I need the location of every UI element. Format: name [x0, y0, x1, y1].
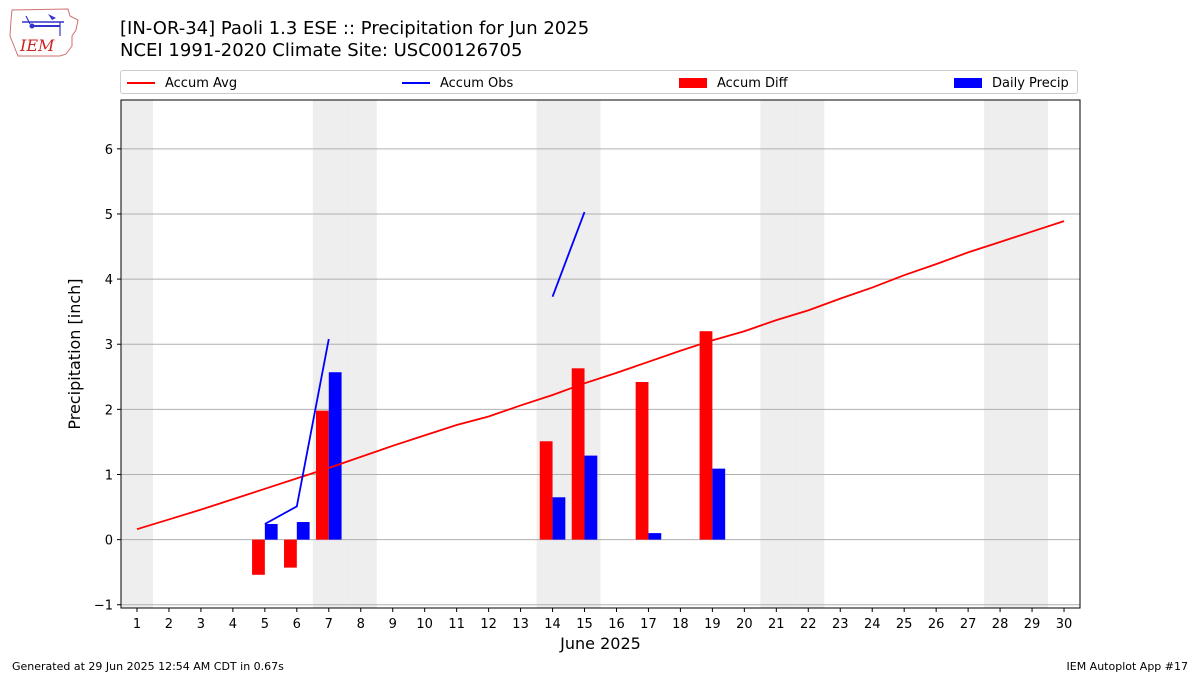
y-tick-label: 5 — [105, 208, 113, 223]
x-tick-label: 20 — [736, 617, 753, 632]
x-tick-label: 28 — [992, 617, 1009, 632]
logo-text: IEM — [19, 36, 55, 55]
y-tick-label: −1 — [94, 599, 113, 614]
x-tick-label: 30 — [1056, 617, 1073, 632]
x-tick-label: 6 — [293, 617, 301, 632]
x-tick-label: 14 — [544, 617, 561, 632]
bar-daily-precip — [552, 497, 566, 540]
bar-daily-precip — [584, 455, 598, 540]
chart-legend: Accum Avg Accum Obs Accum Diff Daily Pre… — [120, 70, 1078, 94]
x-tick-label: 16 — [608, 617, 625, 632]
bar-daily-precip — [648, 533, 662, 540]
x-tick-label: 12 — [480, 617, 497, 632]
line-accum-obs — [551, 211, 586, 298]
bar-daily-precip — [712, 468, 726, 540]
bar-daily-precip — [328, 372, 342, 540]
x-tick-label: 25 — [896, 617, 913, 632]
x-tick-label: 10 — [416, 617, 433, 632]
x-tick-label: 2 — [165, 617, 173, 632]
line-accum-avg — [136, 220, 1065, 531]
x-tick-label: 24 — [864, 617, 881, 632]
x-tick-label: 7 — [325, 617, 333, 632]
weekend-band — [344, 100, 377, 608]
bar-accum-diff — [635, 382, 649, 540]
bar-accum-diff — [284, 539, 297, 568]
x-tick-label: 21 — [768, 617, 785, 632]
x-tick-label: 4 — [229, 617, 237, 632]
x-tick-label: 19 — [704, 617, 721, 632]
legend-item-accum-obs: Accum Obs — [402, 74, 513, 92]
x-axis-label: June 2025 — [559, 634, 641, 653]
bar-daily-precip — [264, 523, 278, 540]
legend-label: Accum Diff — [717, 75, 788, 91]
legend-swatch — [679, 78, 707, 88]
footer-app: IEM Autoplot App #17 — [1066, 660, 1189, 673]
chart-title: [IN-OR-34] Paoli 1.3 ESE :: Precipitatio… — [120, 18, 590, 39]
y-tick-label: 2 — [105, 403, 113, 418]
x-tick-label: 17 — [640, 617, 657, 632]
x-tick-label: 9 — [389, 617, 397, 632]
legend-label: Accum Avg — [165, 75, 238, 91]
legend-item-accum-diff: Accum Diff — [679, 74, 788, 92]
bar-accum-diff — [699, 331, 713, 540]
x-tick-label: 26 — [928, 617, 945, 632]
legend-swatch — [402, 82, 430, 84]
weekend-band — [760, 100, 793, 608]
legend-item-accum-avg: Accum Avg — [127, 74, 237, 92]
x-tick-label: 3 — [197, 617, 205, 632]
x-tick-label: 18 — [672, 617, 689, 632]
x-tick-label: 11 — [448, 617, 465, 632]
bar-accum-diff — [571, 368, 585, 540]
x-tick-label: 29 — [1024, 617, 1041, 632]
chart-subtitle: NCEI 1991-2020 Climate Site: USC00126705 — [120, 40, 523, 61]
bar-accum-diff — [539, 441, 553, 540]
bar-accum-diff — [315, 410, 329, 540]
x-tick-label: 5 — [261, 617, 269, 632]
x-tick-label: 13 — [512, 617, 529, 632]
x-tick-label: 8 — [357, 617, 365, 632]
plot-frame — [120, 99, 1081, 609]
y-tick-label: 6 — [105, 143, 113, 158]
legend-label: Accum Obs — [440, 75, 514, 91]
weekend-band — [984, 100, 1017, 608]
legend-label: Daily Precip — [992, 75, 1069, 91]
legend-item-daily-precip: Daily Precip — [954, 74, 1069, 92]
y-tick-label: 4 — [105, 273, 113, 288]
y-tick-label: 0 — [105, 534, 113, 549]
x-tick-label: 22 — [800, 617, 817, 632]
y-tick-label: 1 — [105, 468, 113, 483]
y-axis-label: Precipitation [inch] — [65, 278, 84, 429]
weekend-band — [792, 100, 825, 608]
line-accum-obs — [264, 338, 330, 525]
x-tick-label: 23 — [832, 617, 849, 632]
bar-accum-diff — [252, 539, 265, 575]
legend-swatch — [954, 78, 982, 88]
x-tick-label: 15 — [576, 617, 593, 632]
weekend-band — [121, 100, 153, 608]
y-tick-label: 3 — [105, 338, 113, 353]
iem-logo: IEM — [9, 8, 79, 57]
weekend-band — [1016, 100, 1049, 608]
bar-daily-precip — [296, 522, 310, 540]
x-tick-label: 27 — [960, 617, 977, 632]
x-tick-label: 1 — [133, 617, 141, 632]
footer-generated: Generated at 29 Jun 2025 12:54 AM CDT in… — [12, 660, 284, 673]
legend-swatch — [127, 82, 155, 84]
